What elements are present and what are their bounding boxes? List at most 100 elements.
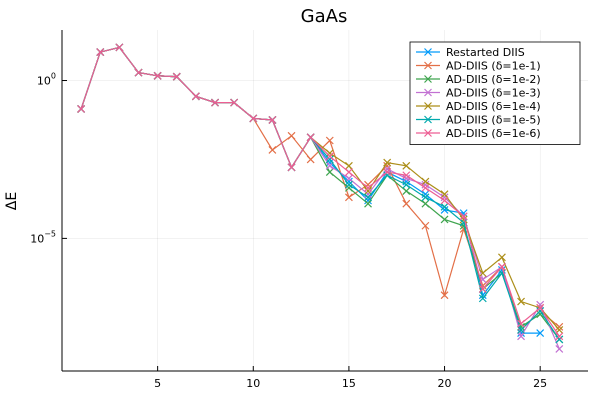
series-0-point-13: [325, 158, 334, 167]
series-6: [77, 43, 564, 341]
legend-label-5: AD-DIIS (δ=1e-5): [446, 114, 541, 127]
x-tick-label-1: 10: [246, 377, 260, 390]
legend-item-6: AD-DIIS (δ=1e-6): [416, 127, 541, 140]
series-0-point-21: [478, 291, 487, 300]
series-4-point-13: [325, 149, 334, 158]
series-6-point-11: [287, 163, 296, 172]
series-5-point-21: [478, 294, 487, 303]
series-6-point-4: [153, 71, 162, 80]
series-6-point-23: [517, 319, 525, 328]
series-4-point-19: [440, 190, 449, 199]
series-6-point-12: [306, 133, 315, 142]
series-6-point-22: [498, 262, 506, 271]
series-6-point-25: [555, 332, 564, 341]
series-1-point-11: [287, 131, 296, 140]
series-0-point-18: [421, 190, 430, 199]
series-2-point-19: [440, 215, 449, 224]
legend-label-1: AD-DIIS (δ=1e-1): [446, 60, 541, 73]
series-6-point-15: [364, 183, 372, 192]
series-4-point-23: [517, 297, 525, 306]
legend-label-3: AD-DIIS (δ=1e-3): [446, 87, 541, 100]
series-5-point-18: [421, 193, 430, 202]
series-4-point-22: [498, 253, 506, 262]
series-1-point-10: [268, 146, 277, 154]
series-1-point-12: [306, 155, 315, 164]
series-6-point-21: [478, 284, 487, 293]
series-4-point-16: [383, 158, 392, 167]
series-5-point-14: [344, 180, 353, 189]
series-6-point-2: [115, 43, 124, 52]
series-1-point-13: [325, 136, 334, 145]
series-0-point-15: [364, 196, 372, 205]
series-6-point-10: [268, 116, 277, 124]
legend-label-0: Restarted DIIS: [446, 46, 525, 59]
axes: 5 10 15 20 25 100 10−5: [30, 30, 588, 390]
series-1-point-18: [421, 221, 430, 230]
legend-swatch-marker-4: [424, 102, 432, 110]
legend-item-3: AD-DIIS (δ=1e-3): [416, 87, 541, 100]
series-3-point-15: [364, 190, 372, 199]
series-0-point-24: [536, 329, 545, 338]
series-6-point-3: [134, 68, 143, 77]
series-6-point-9: [249, 114, 258, 123]
x-tick-label-2: 15: [342, 377, 356, 390]
series-1-point-17: [402, 199, 411, 208]
series-1-point-25: [555, 322, 564, 331]
legend-item-4: AD-DIIS (δ=1e-4): [416, 100, 541, 113]
legend-item-1: AD-DIIS (δ=1e-1): [416, 60, 541, 73]
series-2-point-15: [364, 199, 372, 208]
series-4-point-15: [364, 187, 372, 195]
series-6-point-18: [421, 183, 430, 192]
series-5-point-17: [402, 180, 411, 189]
legend-label-4: AD-DIIS (δ=1e-4): [446, 100, 541, 113]
series-5-point-13: [325, 155, 334, 164]
x-tick-label-0: 5: [154, 377, 161, 390]
series-5-point-24: [536, 307, 545, 315]
series-0-point-14: [344, 177, 353, 186]
series-6-point-13: [325, 152, 334, 161]
series-3-point-23: [517, 332, 525, 341]
legend-swatch-marker-3: [424, 88, 432, 97]
series-2-point-13: [325, 168, 334, 177]
legend-item-5: AD-DIIS (δ=1e-5): [416, 114, 541, 127]
series-6-point-8: [230, 98, 239, 107]
series-3-point-25: [555, 344, 564, 353]
series-2-point-17: [402, 187, 411, 195]
x-tick-label-3: 20: [438, 377, 452, 390]
series-6-point-20: [459, 212, 468, 221]
y-axis-label: ΔE: [4, 192, 20, 210]
legend-label-6: AD-DIIS (δ=1e-6): [446, 127, 541, 140]
series-6-point-5: [172, 72, 181, 81]
series-6-point-1: [96, 48, 105, 57]
series-6-point-16: [383, 168, 392, 177]
series-5-point-25: [555, 335, 564, 344]
series-4-point-20: [459, 215, 468, 224]
legend-item-0: Restarted DIIS: [416, 46, 525, 59]
series-4-point-21: [478, 269, 487, 278]
series-4-point-18: [421, 177, 430, 186]
series-6-point-19: [440, 196, 449, 205]
series-6-point-14: [344, 168, 353, 177]
series-6-point-17: [402, 171, 411, 180]
legend-box: [409, 41, 581, 145]
chart-title: GaAs: [301, 6, 348, 27]
series-4-point-17: [402, 161, 411, 170]
y-tick-label-0: 100: [37, 72, 56, 88]
series-6-point-7: [211, 98, 219, 107]
legend-swatch-marker-5: [424, 115, 432, 124]
legend-swatch-marker-0: [424, 48, 432, 56]
series-line-6: [80, 46, 560, 337]
series-0-point-19: [440, 206, 449, 214]
series-1-point-19: [440, 291, 449, 300]
series-6-point-0: [77, 105, 86, 113]
series-6-point-24: [536, 303, 545, 312]
series-layer: [77, 43, 564, 353]
legend-swatch-marker-2: [424, 75, 432, 83]
series-3-point-19: [440, 193, 449, 202]
series-5-point-15: [364, 193, 372, 202]
series-5-point-23: [517, 326, 525, 334]
y-tick-label-1: 10−5: [30, 229, 56, 245]
